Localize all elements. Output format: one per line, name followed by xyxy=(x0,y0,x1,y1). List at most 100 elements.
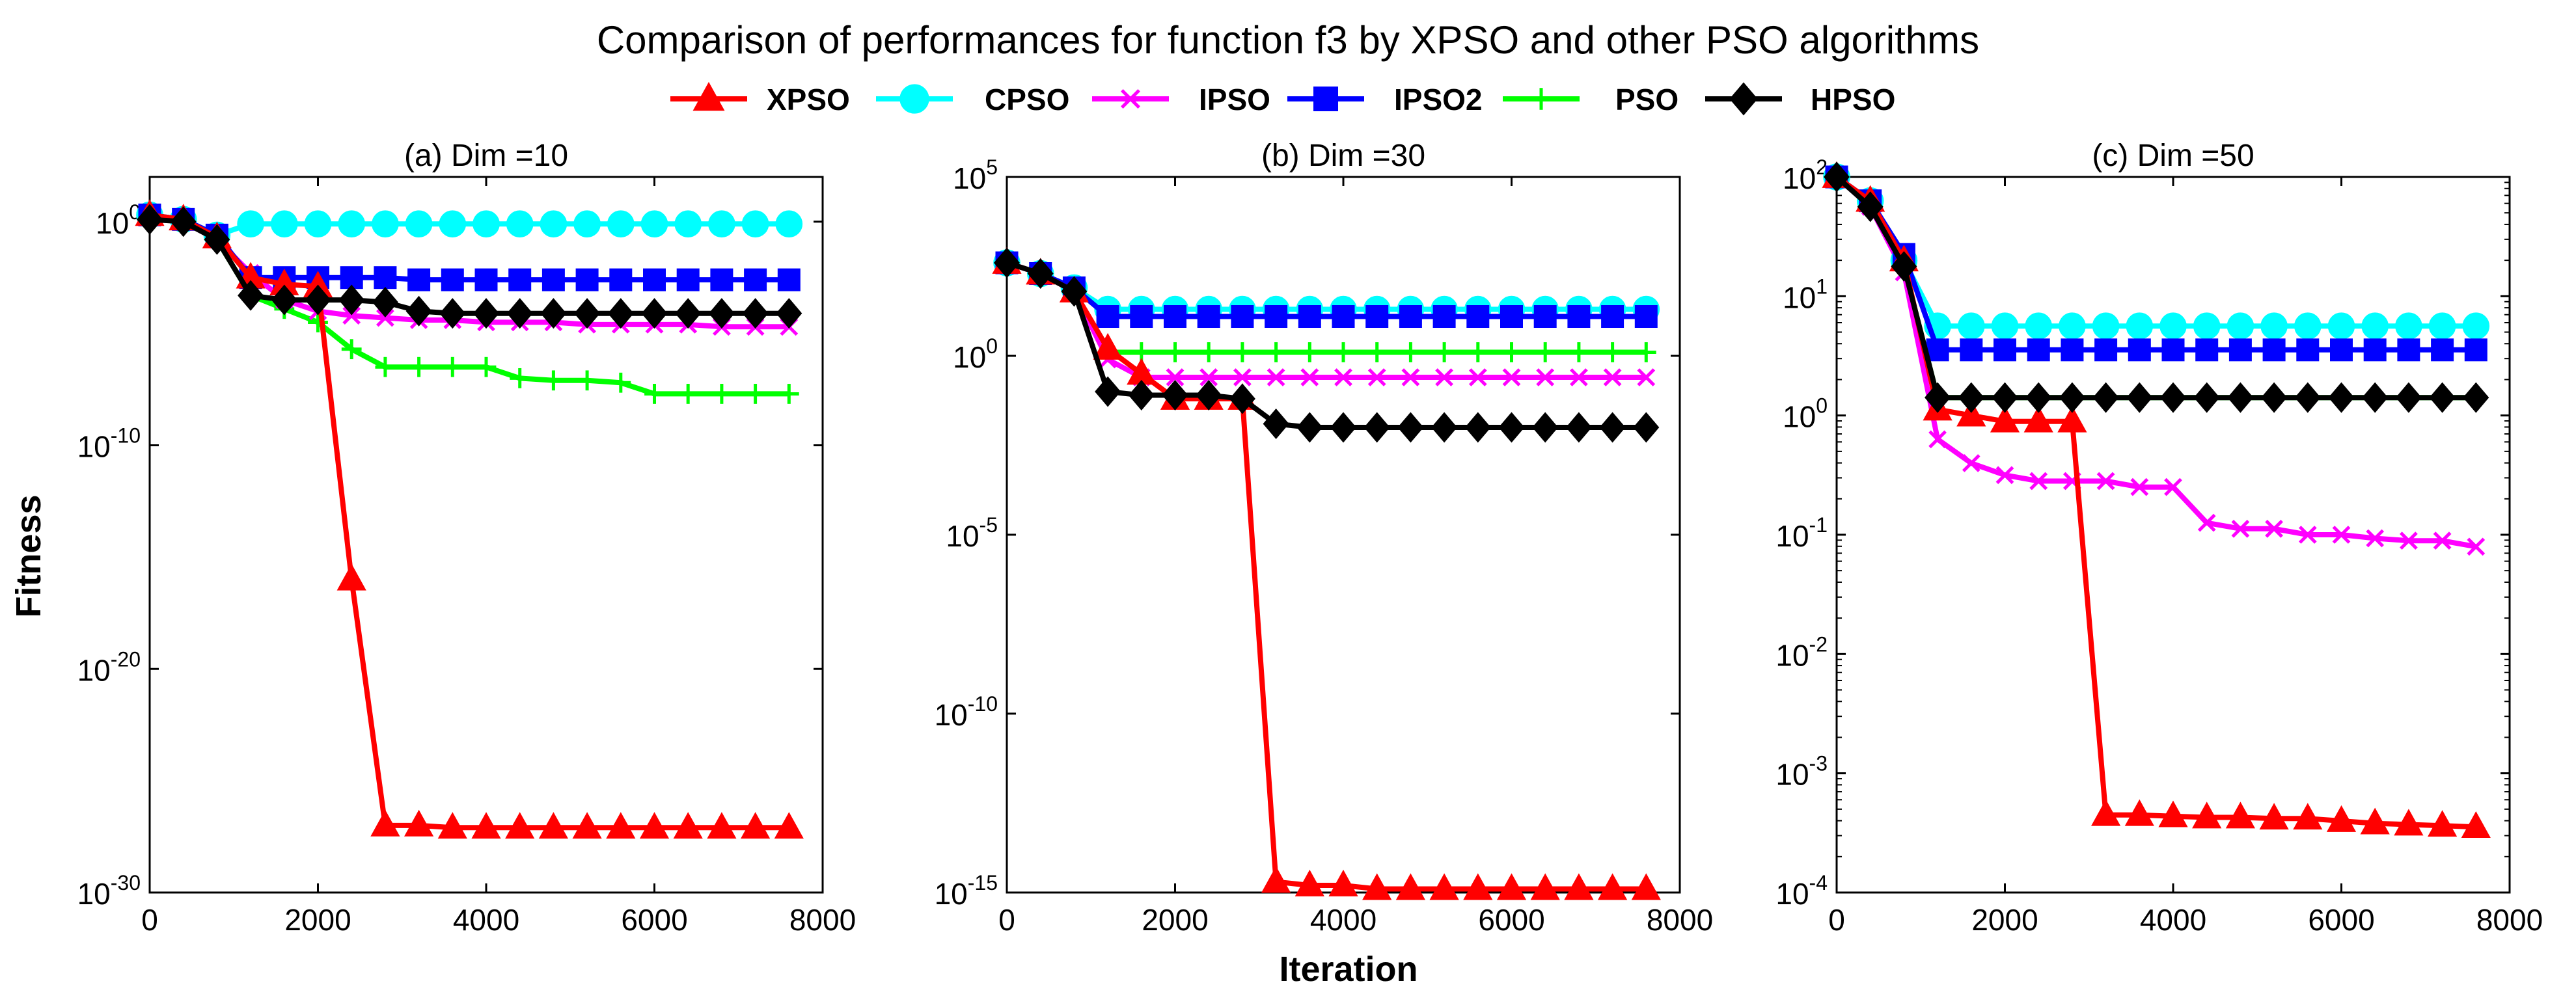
y-tick-label: 102 xyxy=(1783,155,1828,195)
data-point-pso xyxy=(1367,342,1388,362)
data-point-xpso xyxy=(1328,869,1358,896)
legend-item-ipso2: IPSO2 xyxy=(1287,83,1483,116)
data-point-ipso xyxy=(2265,519,2283,538)
subplot-title: (c) Dim =50 xyxy=(2092,139,2254,173)
data-point-ipso xyxy=(2096,472,2115,490)
data-point-hpso xyxy=(2227,382,2254,413)
data-point-hpso xyxy=(170,206,197,237)
data-point-ipso xyxy=(2029,472,2048,490)
figure-title: Comparison of performances for function … xyxy=(597,18,1979,62)
data-point-ipso xyxy=(2433,531,2452,550)
data-point-ipso2 xyxy=(508,268,532,291)
data-point-hpso xyxy=(1296,412,1323,443)
legend-label-cpso: CPSO xyxy=(985,83,1069,116)
data-point-ipso xyxy=(376,308,394,327)
data-point-pso xyxy=(711,384,732,404)
data-point-ipso2 xyxy=(1960,338,1983,362)
data-point-pso xyxy=(678,384,698,404)
data-point-ipso xyxy=(2130,477,2149,496)
data-point-hpso xyxy=(238,280,264,311)
y-tick-label: 10-2 xyxy=(1775,632,1828,672)
data-point-ipso2 xyxy=(2161,338,2185,362)
y-tick-label: 101 xyxy=(1783,275,1828,314)
y-tick-label: 105 xyxy=(953,155,998,195)
data-point-hpso xyxy=(607,298,634,329)
data-point-ipso xyxy=(1468,368,1487,386)
y-axis-label: Fitness xyxy=(9,494,48,617)
data-point-cpso xyxy=(607,210,635,237)
data-point-hpso xyxy=(776,298,802,329)
data-point-ipso xyxy=(1199,368,1218,386)
data-point-ipso2 xyxy=(643,268,666,291)
data-point-ipso2 xyxy=(441,268,464,291)
data-point-xpso xyxy=(1463,873,1493,900)
data-point-ipso2 xyxy=(1500,305,1523,328)
data-point-pso xyxy=(1299,342,1320,362)
data-point-ipso xyxy=(342,306,361,325)
data-point-xpso xyxy=(741,812,771,839)
data-point-hpso xyxy=(1128,379,1155,411)
y-tick-label: 100 xyxy=(953,334,998,374)
data-point-xpso xyxy=(2158,800,2188,827)
data-point-ipso xyxy=(1401,368,1420,386)
data-point-cpso xyxy=(405,210,433,237)
data-point-ipso2 xyxy=(710,268,733,291)
data-point-xpso xyxy=(471,812,501,839)
data-point-xpso xyxy=(673,812,703,839)
data-point-pso xyxy=(577,370,597,391)
data-point-ipso2 xyxy=(575,268,599,291)
x-tick-label: 8000 xyxy=(789,903,856,937)
y-tick-label: 10-15 xyxy=(935,871,998,911)
data-point-ipso xyxy=(1603,368,1622,386)
circle-icon xyxy=(899,84,929,114)
y-tick-label: 10-3 xyxy=(1775,752,1828,792)
data-point-xpso xyxy=(707,812,737,839)
series-hpso xyxy=(993,247,1660,443)
data-point-ipso xyxy=(2332,526,2351,544)
data-point-pso xyxy=(778,384,799,404)
data-point-cpso xyxy=(2025,312,2052,340)
data-point-ipso xyxy=(1300,368,1319,386)
data-point-hpso xyxy=(439,298,466,329)
data-point-hpso xyxy=(405,295,432,327)
data-point-pso xyxy=(409,356,429,377)
data-point-ipso xyxy=(1962,454,1980,472)
data-point-xpso xyxy=(639,812,670,839)
legend-label-hpso: HPSO xyxy=(1811,83,1895,116)
data-point-cpso xyxy=(2159,312,2187,340)
data-point-ipso2 xyxy=(541,268,565,291)
data-point-ipso xyxy=(1367,368,1386,386)
subplot-2: (b) Dim =30 0 2000 4000 6000 8000 10-15 10-10 10… xyxy=(935,139,1714,937)
legend-label-ipso2: IPSO2 xyxy=(1394,83,1483,116)
data-point-cpso xyxy=(2361,312,2389,340)
data-point-pso xyxy=(510,368,530,388)
data-point-xpso xyxy=(1598,873,1628,900)
data-point-ipso2 xyxy=(1164,305,1186,328)
data-point-ipso2 xyxy=(374,266,397,289)
data-point-ipso2 xyxy=(407,268,431,291)
data-point-pso xyxy=(1232,342,1253,362)
series-cpso xyxy=(1823,163,2490,340)
data-point-ipso2 xyxy=(2128,338,2151,362)
data-point-ipso2 xyxy=(1533,305,1557,328)
data-point-hpso xyxy=(338,284,365,316)
y-tick-label: 10-1 xyxy=(1775,513,1828,553)
data-point-xpso xyxy=(404,809,434,837)
data-point-pso xyxy=(442,356,463,377)
data-point-xpso xyxy=(1564,873,1594,900)
data-point-pso xyxy=(1602,342,1623,362)
data-point-ipso2 xyxy=(744,268,767,291)
data-point-cpso xyxy=(674,210,702,237)
data-point-hpso xyxy=(1823,161,1850,193)
data-point-ipso xyxy=(1570,368,1588,386)
y-tick-label: 10-4 xyxy=(1775,871,1828,911)
data-point-hpso xyxy=(1263,408,1289,440)
data-point-xpso xyxy=(572,812,602,839)
data-point-ipso2 xyxy=(2262,338,2286,362)
data-point-ipso2 xyxy=(2027,338,2050,362)
data-point-hpso xyxy=(2025,382,2052,413)
data-point-ipso2 xyxy=(1926,338,1949,362)
data-point-ipso xyxy=(2366,529,2385,548)
data-point-xpso xyxy=(2225,801,2255,829)
data-point-cpso xyxy=(2193,312,2221,340)
